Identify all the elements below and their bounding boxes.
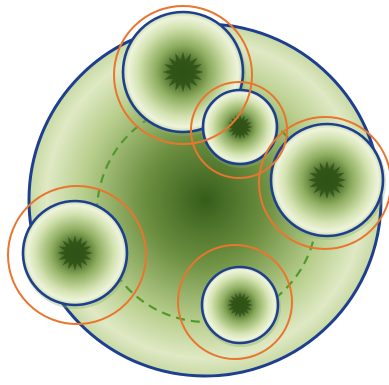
sub-disc-core [227, 292, 253, 318]
highlight-ring-left [7, 185, 147, 325]
highlight-ring-right [258, 116, 389, 250]
sub-disc-core [227, 114, 253, 140]
highlight-ring-top [113, 5, 253, 145]
sub-disc-core [308, 161, 346, 199]
sub-disc-left [21, 199, 130, 309]
sub-disc-upper-middle [201, 88, 280, 168]
highlight-ring-bottom [177, 244, 293, 360]
sub-disc-bottom [200, 265, 281, 347]
sub-disc-right [269, 122, 386, 240]
sub-disc-core [57, 235, 93, 271]
sub-disc-core [162, 51, 204, 93]
